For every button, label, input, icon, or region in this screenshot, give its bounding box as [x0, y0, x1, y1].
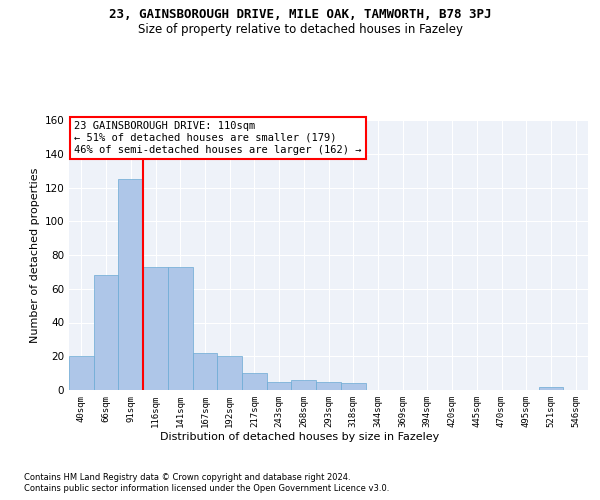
Bar — [193, 353, 217, 390]
Bar — [168, 267, 193, 390]
Bar — [267, 382, 292, 390]
Text: Size of property relative to detached houses in Fazeley: Size of property relative to detached ho… — [137, 22, 463, 36]
Text: Contains public sector information licensed under the Open Government Licence v3: Contains public sector information licen… — [24, 484, 389, 493]
Text: 23, GAINSBOROUGH DRIVE, MILE OAK, TAMWORTH, B78 3PJ: 23, GAINSBOROUGH DRIVE, MILE OAK, TAMWOR… — [109, 8, 491, 20]
Bar — [539, 386, 563, 390]
Text: Distribution of detached houses by size in Fazeley: Distribution of detached houses by size … — [160, 432, 440, 442]
Bar — [316, 382, 341, 390]
Bar — [143, 267, 168, 390]
Bar — [118, 179, 143, 390]
Text: Contains HM Land Registry data © Crown copyright and database right 2024.: Contains HM Land Registry data © Crown c… — [24, 472, 350, 482]
Bar — [217, 356, 242, 390]
Y-axis label: Number of detached properties: Number of detached properties — [30, 168, 40, 342]
Bar — [94, 275, 118, 390]
Bar — [341, 383, 365, 390]
Bar — [292, 380, 316, 390]
Bar — [242, 373, 267, 390]
Text: 23 GAINSBOROUGH DRIVE: 110sqm
← 51% of detached houses are smaller (179)
46% of : 23 GAINSBOROUGH DRIVE: 110sqm ← 51% of d… — [74, 122, 362, 154]
Bar — [69, 356, 94, 390]
